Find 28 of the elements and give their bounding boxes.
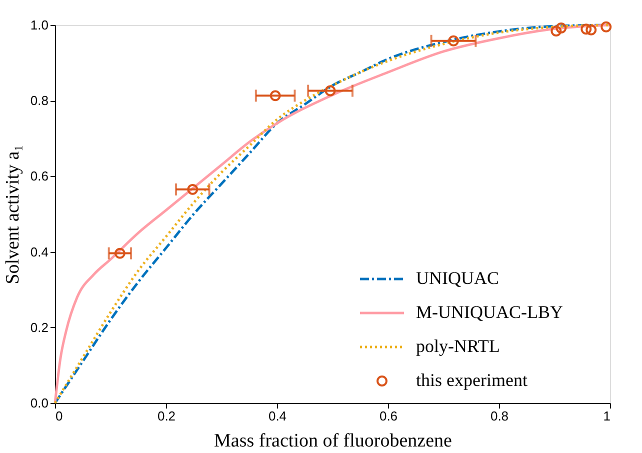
x-tick-label: 0: [56, 408, 63, 424]
x-axis-title: Mass fraction of fluorobenzene: [214, 430, 452, 452]
point: [580, 24, 592, 35]
y-tick-label: 0.2: [30, 320, 48, 335]
legend-label: UNIQUAC: [416, 268, 499, 288]
point: [187, 184, 198, 195]
y-tick-label: 1.0: [30, 18, 48, 32]
y-tick-label: 0.4: [30, 244, 48, 260]
y-tick-label: 0.0: [30, 396, 48, 410]
x-tick-label: 0.6: [379, 408, 398, 424]
x-tick-label: 1: [603, 408, 610, 424]
legend-label: M-UNIQUAC-LBY: [416, 302, 563, 322]
x-tick-label: 0.8: [490, 408, 509, 424]
point: [556, 22, 567, 34]
point: [586, 24, 597, 36]
point: [448, 35, 459, 46]
point: [270, 90, 281, 102]
point: [600, 21, 612, 32]
y-axis-title: Solvent activity a₁: [2, 144, 24, 284]
legend-label: poly-NRTL: [416, 336, 500, 356]
legend-label: this experiment: [416, 370, 528, 390]
point: [550, 26, 562, 37]
x-tick-label: 0.4: [268, 408, 287, 424]
point: [324, 85, 336, 96]
y-tick-label: 0.6: [30, 168, 48, 184]
y-tick-label: 0.8: [30, 93, 48, 108]
x-tick-label: 0.2: [157, 408, 176, 424]
point: [114, 248, 126, 259]
